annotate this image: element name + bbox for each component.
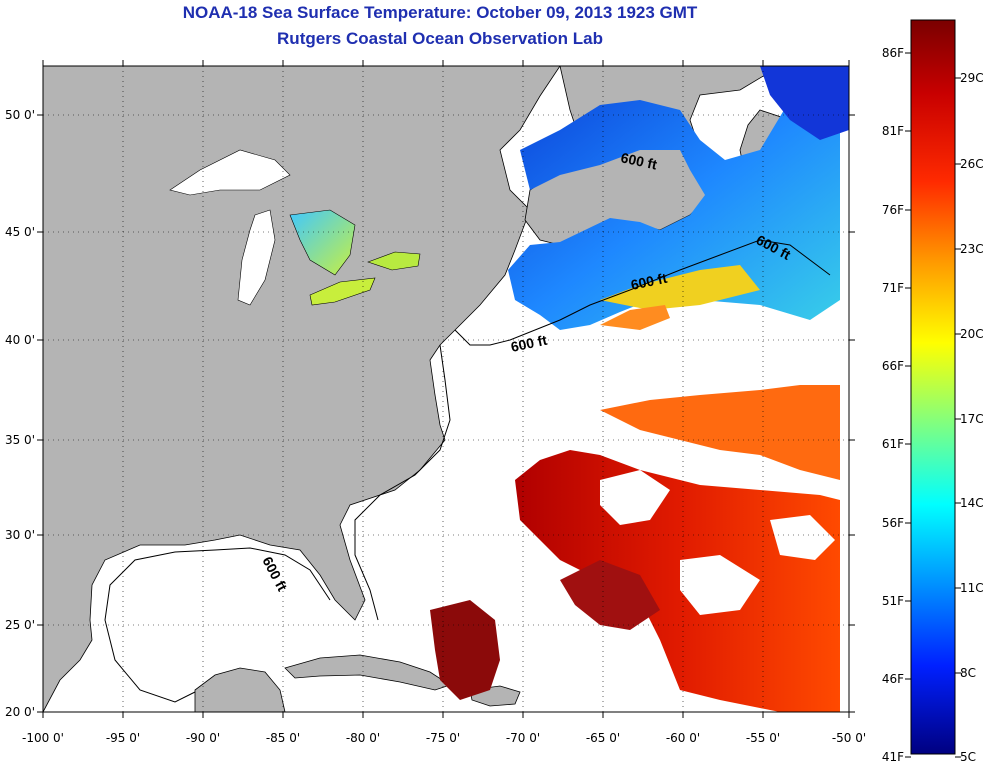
- sst-warm-patch: [600, 305, 670, 330]
- isobath-600ft-southeast: [354, 344, 451, 621]
- cloud-gap-3: [770, 515, 835, 560]
- colorbar-c-label: 17C: [960, 412, 984, 426]
- lon-tick-label: -50 0': [832, 731, 866, 745]
- map-subtitle: Rutgers Coastal Ocean Observation Lab: [277, 29, 603, 48]
- colorbar-f-label: 61F: [882, 437, 904, 451]
- lon-tick-label: -75 0': [426, 731, 460, 745]
- land-cuba: [284, 654, 451, 691]
- lat-tick-label: 50 0': [5, 108, 35, 122]
- colorbar-c-label: 29C: [960, 71, 984, 85]
- lon-tick-label: -60 0': [666, 731, 700, 745]
- sst-labrador: [760, 66, 849, 140]
- colorbar-c-label: 8C: [960, 666, 976, 680]
- colorbar-c-label: 14C: [960, 496, 984, 510]
- lake-superior: [169, 149, 291, 196]
- colorbar-c-label: 20C: [960, 327, 984, 341]
- lon-tick-label: -55 0': [746, 731, 780, 745]
- colorbar-f-label: 41F: [882, 750, 904, 764]
- sst-gulfstream-east: [600, 385, 840, 480]
- lat-tick-label: 30 0': [5, 528, 35, 542]
- lon-tick-label: -90 0': [186, 731, 220, 745]
- colorbar-f-label: 71F: [882, 281, 904, 295]
- isobath-label: 600 ft: [619, 149, 658, 172]
- lat-tick-label: 45 0': [5, 225, 35, 239]
- colorbar-c-label: 23C: [960, 242, 984, 256]
- lake-huron: [289, 209, 356, 276]
- lat-tick-label: 40 0': [5, 333, 35, 347]
- isobath-600ft-atlantic: [454, 239, 831, 346]
- colorbar-f-label: 56F: [882, 516, 904, 530]
- lon-tick-label: -65 0': [586, 731, 620, 745]
- colorbar-f-label: 76F: [882, 203, 904, 217]
- sst-warm-front: [600, 265, 760, 310]
- lat-tick-label: 35 0': [5, 433, 35, 447]
- lon-tick-label: -95 0': [106, 731, 140, 745]
- isobath-label: 600 ft: [629, 270, 668, 293]
- isobath-label: 600 ft: [509, 332, 548, 355]
- sst-bahamas-east: [430, 600, 500, 700]
- land-north-america: [42, 65, 561, 713]
- colorbar: [910, 19, 956, 755]
- cloud-gap-2: [680, 555, 760, 615]
- map-border: [42, 65, 850, 713]
- colorbar-f-label: 81F: [882, 124, 904, 138]
- lake-michigan: [237, 209, 276, 306]
- lon-tick-label: -100 0': [22, 731, 64, 745]
- colorbar-f-label: 86F: [882, 46, 904, 60]
- map-title: NOAA-18 Sea Surface Temperature: October…: [182, 3, 698, 22]
- lon-tick-label: -80 0': [346, 731, 380, 745]
- colorbar-f-label: 66F: [882, 359, 904, 373]
- lon-tick-label: -70 0': [506, 731, 540, 745]
- sst-sargasso-core: [560, 560, 660, 630]
- cloud-gap-1: [600, 470, 670, 525]
- colorbar-c-label: 26C: [960, 157, 984, 171]
- colorbar-f-label: 46F: [882, 672, 904, 686]
- lake-erie: [309, 277, 376, 306]
- axis-ticks: -100 0' -95 0' -90 0' -85 0' -80 0' -75 0' -70…: [5, 60, 866, 745]
- colorbar-c-label: 5C: [960, 750, 976, 764]
- isobath-600ft-gulf: [104, 547, 331, 703]
- lon-tick-label: -85 0': [266, 731, 300, 745]
- colorbar-f-label: 51F: [882, 594, 904, 608]
- colorbar-c-label: 11C: [960, 581, 984, 595]
- sst-shelf-north: [508, 80, 840, 330]
- sst-subtropical: [515, 450, 840, 712]
- lat-tick-label: 20 0': [5, 705, 35, 719]
- lat-tick-label: 25 0': [5, 618, 35, 632]
- colorbar-ticks: 86F 81F 76F 71F 66F 61F 56F 51F 46F 41F 29C 26C 23C 2…: [882, 46, 984, 764]
- lake-ontario: [367, 251, 421, 271]
